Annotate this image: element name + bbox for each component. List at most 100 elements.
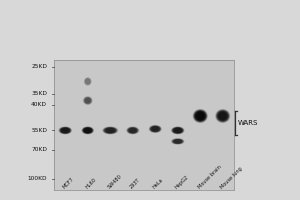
Ellipse shape xyxy=(149,125,161,132)
Ellipse shape xyxy=(219,113,226,119)
Text: 25KD: 25KD xyxy=(31,64,47,69)
Ellipse shape xyxy=(84,78,91,85)
Ellipse shape xyxy=(195,111,206,121)
Ellipse shape xyxy=(87,81,88,82)
Ellipse shape xyxy=(85,129,91,132)
Text: SW480: SW480 xyxy=(107,174,123,190)
Ellipse shape xyxy=(86,99,90,102)
Ellipse shape xyxy=(62,129,68,132)
Ellipse shape xyxy=(87,130,88,131)
Ellipse shape xyxy=(109,130,111,131)
Ellipse shape xyxy=(128,128,137,133)
Ellipse shape xyxy=(174,128,182,132)
Ellipse shape xyxy=(132,130,134,131)
Ellipse shape xyxy=(64,129,67,131)
Ellipse shape xyxy=(131,129,134,131)
Ellipse shape xyxy=(85,98,90,103)
Ellipse shape xyxy=(109,130,112,131)
Ellipse shape xyxy=(176,129,179,131)
Ellipse shape xyxy=(175,140,181,143)
Ellipse shape xyxy=(82,127,94,134)
Text: HepG2: HepG2 xyxy=(174,174,190,190)
Text: HL60: HL60 xyxy=(84,177,97,190)
Ellipse shape xyxy=(177,141,179,142)
Ellipse shape xyxy=(176,141,179,142)
Ellipse shape xyxy=(217,110,229,122)
Ellipse shape xyxy=(84,128,92,133)
Ellipse shape xyxy=(62,129,68,132)
Text: 55KD: 55KD xyxy=(31,128,47,133)
Ellipse shape xyxy=(221,114,225,118)
Ellipse shape xyxy=(128,128,137,133)
Ellipse shape xyxy=(84,97,92,104)
Ellipse shape xyxy=(105,128,116,133)
Ellipse shape xyxy=(174,128,182,133)
Ellipse shape xyxy=(86,80,89,83)
Ellipse shape xyxy=(150,126,161,132)
Ellipse shape xyxy=(86,99,89,102)
Ellipse shape xyxy=(104,128,116,133)
Ellipse shape xyxy=(83,127,93,133)
Ellipse shape xyxy=(83,97,92,105)
Ellipse shape xyxy=(85,79,90,84)
Ellipse shape xyxy=(128,127,138,133)
Ellipse shape xyxy=(194,110,207,122)
Ellipse shape xyxy=(86,129,90,132)
Ellipse shape xyxy=(103,127,117,134)
Ellipse shape xyxy=(86,79,90,84)
Ellipse shape xyxy=(216,109,230,123)
Ellipse shape xyxy=(193,109,207,123)
Ellipse shape xyxy=(104,127,117,133)
Ellipse shape xyxy=(173,139,183,143)
Ellipse shape xyxy=(173,128,183,133)
Ellipse shape xyxy=(82,127,93,134)
Ellipse shape xyxy=(132,130,133,131)
Ellipse shape xyxy=(64,130,67,131)
Ellipse shape xyxy=(84,97,91,104)
Ellipse shape xyxy=(198,114,202,118)
Ellipse shape xyxy=(85,98,91,103)
Text: Mouse lung: Mouse lung xyxy=(219,166,243,190)
Ellipse shape xyxy=(152,127,159,131)
Ellipse shape xyxy=(85,79,90,84)
Ellipse shape xyxy=(64,130,66,131)
Ellipse shape xyxy=(219,112,227,120)
Ellipse shape xyxy=(151,126,160,132)
Text: HeLa: HeLa xyxy=(152,178,164,190)
Ellipse shape xyxy=(176,140,180,142)
Ellipse shape xyxy=(197,113,203,119)
Ellipse shape xyxy=(85,99,90,103)
Ellipse shape xyxy=(127,127,139,134)
Ellipse shape xyxy=(174,140,182,143)
Ellipse shape xyxy=(129,128,137,133)
Ellipse shape xyxy=(103,127,118,134)
Ellipse shape xyxy=(130,129,136,132)
Ellipse shape xyxy=(217,111,228,121)
Ellipse shape xyxy=(218,112,227,120)
Ellipse shape xyxy=(172,139,184,144)
Ellipse shape xyxy=(63,129,68,132)
Ellipse shape xyxy=(177,130,178,131)
Text: 35KD: 35KD xyxy=(31,91,47,96)
Ellipse shape xyxy=(196,112,205,120)
Ellipse shape xyxy=(106,128,115,132)
Ellipse shape xyxy=(85,78,91,85)
Ellipse shape xyxy=(107,129,113,132)
Ellipse shape xyxy=(194,110,206,122)
Ellipse shape xyxy=(172,139,183,144)
Ellipse shape xyxy=(172,127,184,134)
Ellipse shape xyxy=(173,140,182,143)
Ellipse shape xyxy=(85,129,90,132)
Ellipse shape xyxy=(87,100,89,101)
Ellipse shape xyxy=(153,127,158,130)
Ellipse shape xyxy=(86,129,89,131)
Ellipse shape xyxy=(220,114,225,118)
Ellipse shape xyxy=(172,139,184,144)
Text: 100KD: 100KD xyxy=(28,176,47,181)
Ellipse shape xyxy=(86,130,89,131)
Ellipse shape xyxy=(174,140,182,143)
Ellipse shape xyxy=(177,130,179,131)
Ellipse shape xyxy=(196,112,204,120)
Ellipse shape xyxy=(87,80,89,83)
Ellipse shape xyxy=(61,128,69,133)
